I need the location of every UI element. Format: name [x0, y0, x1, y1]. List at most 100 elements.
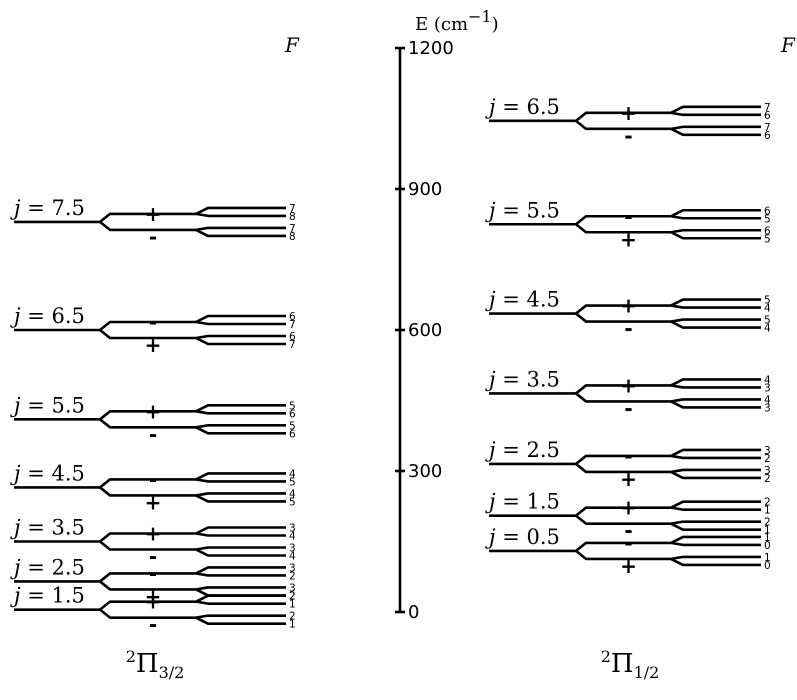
parity-lower: +: [145, 490, 162, 514]
parity-lower: +: [145, 333, 162, 357]
parity-upper: -: [149, 561, 157, 585]
lambda-upper: [575, 384, 671, 395]
parity-lower: -: [624, 124, 632, 148]
f-label: 2: [289, 611, 296, 623]
parity-upper: +: [620, 101, 637, 125]
hf-line: [670, 555, 761, 561]
j-label: j = 1.5: [485, 490, 560, 514]
f-label: 8: [289, 231, 296, 243]
f-label: 3: [289, 582, 296, 594]
lambda-upper: [575, 506, 671, 517]
lambda-lower: [99, 220, 196, 232]
parity-lower: +: [145, 584, 162, 608]
f-header: F: [284, 33, 300, 57]
f-label: 2: [289, 590, 296, 602]
f-label: 3: [764, 402, 771, 414]
hf-line: [195, 334, 286, 340]
j-label: j = 6.5: [485, 95, 560, 119]
parity-upper: -: [149, 310, 157, 334]
parity-lower: -: [624, 396, 632, 420]
ladder-title: 2Π1/2: [601, 647, 660, 682]
hf-line: [195, 472, 286, 481]
f-label: 3: [764, 445, 771, 457]
f-label: 0: [764, 540, 771, 552]
hf-line: [195, 548, 286, 557]
axis-tick-label: 300: [408, 461, 442, 482]
j-label: j = 7.5: [10, 196, 85, 220]
hf-line: [195, 336, 286, 346]
hf-line: [195, 424, 286, 429]
hf-line: [670, 398, 761, 403]
f-label: 1: [764, 532, 771, 544]
lambda-lower: [575, 514, 671, 525]
lambda-upper: [99, 478, 196, 489]
lambda-lower: [575, 392, 671, 403]
lambda-upper: [99, 532, 196, 543]
parity-lower: +: [620, 554, 637, 578]
f-label: 3: [764, 382, 771, 394]
lambda-upper: [99, 572, 196, 583]
energy-axis: 0 300 600 900 1200 E (cm−1): [395, 7, 499, 623]
f-label: 4: [764, 323, 771, 335]
lambda-upper: [99, 410, 196, 421]
f-label: 5: [764, 233, 771, 245]
f-label: 5: [289, 496, 296, 508]
f-label: 2: [289, 591, 296, 603]
lambda-lower: [99, 328, 196, 340]
hf-line: [195, 588, 286, 597]
hf-line: [670, 111, 761, 117]
parity-lower: +: [620, 467, 637, 491]
f-label: 0: [764, 560, 771, 572]
hf-line: [670, 105, 761, 115]
lambda-lower: [575, 462, 671, 474]
hf-line: [670, 468, 761, 474]
f-label: 1: [764, 552, 771, 564]
f-label: 2: [289, 570, 296, 582]
hf-line: [195, 600, 286, 605]
f-label: 7: [289, 339, 296, 351]
hf-line: [195, 546, 286, 551]
parity-upper: +: [145, 590, 162, 614]
hf-line: [670, 298, 761, 307]
f-label: 5: [289, 476, 296, 488]
f-label: 6: [289, 428, 296, 440]
hf-line: [670, 520, 761, 525]
f-label: 4: [289, 531, 296, 543]
lambda-lower: [99, 540, 196, 551]
f-label: 2: [764, 453, 771, 465]
f-label: 6: [764, 205, 771, 217]
hf-line: [670, 231, 761, 240]
hf-line: [195, 492, 286, 497]
j-label: j = 2.5: [10, 555, 85, 579]
parity-upper: -: [624, 204, 632, 228]
f-label: 4: [764, 394, 771, 406]
hf-line: [195, 314, 286, 324]
hf-line: [670, 448, 761, 458]
j-label: j = 1.5: [10, 584, 85, 608]
hf-line: [670, 127, 761, 137]
axis-tick-label: 1200: [408, 38, 454, 59]
parity-upper: +: [145, 399, 162, 423]
f-label: 2: [764, 497, 771, 509]
f-label: 7: [764, 102, 771, 114]
parity-upper: +: [145, 522, 162, 546]
lambda-upper: [575, 454, 671, 465]
hf-line: [670, 378, 761, 387]
lambda-upper: [99, 320, 196, 332]
hf-line: [195, 566, 286, 575]
hf-line: [670, 506, 761, 511]
lambda-lower: [99, 580, 196, 591]
hf-line: [195, 404, 286, 413]
j-label: j = 4.5: [10, 461, 85, 485]
f-header: F: [780, 33, 796, 57]
j-label: j = 4.5: [485, 288, 560, 312]
axis-tick-label: 900: [408, 179, 442, 200]
f-label: 7: [289, 223, 296, 235]
